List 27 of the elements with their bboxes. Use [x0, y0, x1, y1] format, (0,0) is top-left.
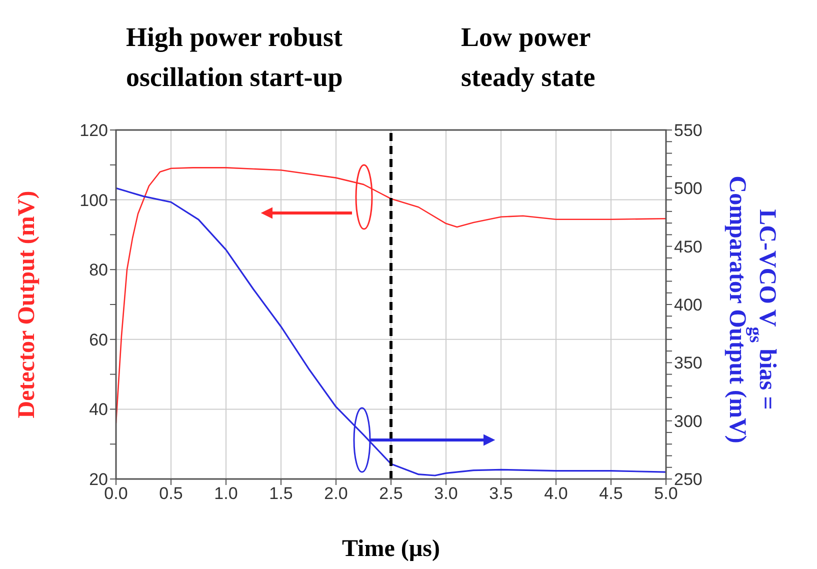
y-tick-label: 120 — [80, 121, 108, 140]
y2-tick-label: 500 — [674, 179, 702, 198]
x-tick-label: 0.0 — [104, 484, 128, 504]
y-tick-label: 40 — [89, 400, 108, 420]
y-axis-title: Detector Output (mV) — [14, 190, 40, 418]
text: High power robust oscillation start-up — [126, 22, 343, 92]
y-tick-label: 60 — [89, 330, 108, 350]
x-tick-label: 1.5 — [269, 484, 293, 504]
y2-tick-label: 300 — [674, 412, 702, 431]
x-tick-label: 1.0 — [214, 484, 238, 504]
y2-tick-label: 350 — [674, 354, 702, 373]
x-tick-label: 4.0 — [544, 484, 568, 504]
x-tick-label: 3.5 — [489, 484, 513, 504]
line-series — [116, 187, 666, 476]
x-axis-title: Time (µs) — [342, 536, 440, 562]
y-tick-label: 100 — [80, 190, 108, 210]
y2-tick-label: 400 — [674, 296, 702, 315]
y-tick-label: 80 — [89, 260, 108, 280]
x-tick-label: 5.0 — [654, 484, 678, 504]
x-tick-label: 2.0 — [324, 484, 348, 504]
y2-tick-label: 550 — [674, 121, 702, 140]
y2-tick-label: 450 — [674, 237, 702, 256]
x-tick-label: 0.5 — [159, 484, 183, 504]
x-tick-label: 2.5 — [379, 484, 403, 504]
x-tick-label: 4.5 — [599, 484, 623, 504]
x-tick-label: 3.0 — [434, 484, 458, 504]
text: Low power steady state — [461, 22, 596, 92]
